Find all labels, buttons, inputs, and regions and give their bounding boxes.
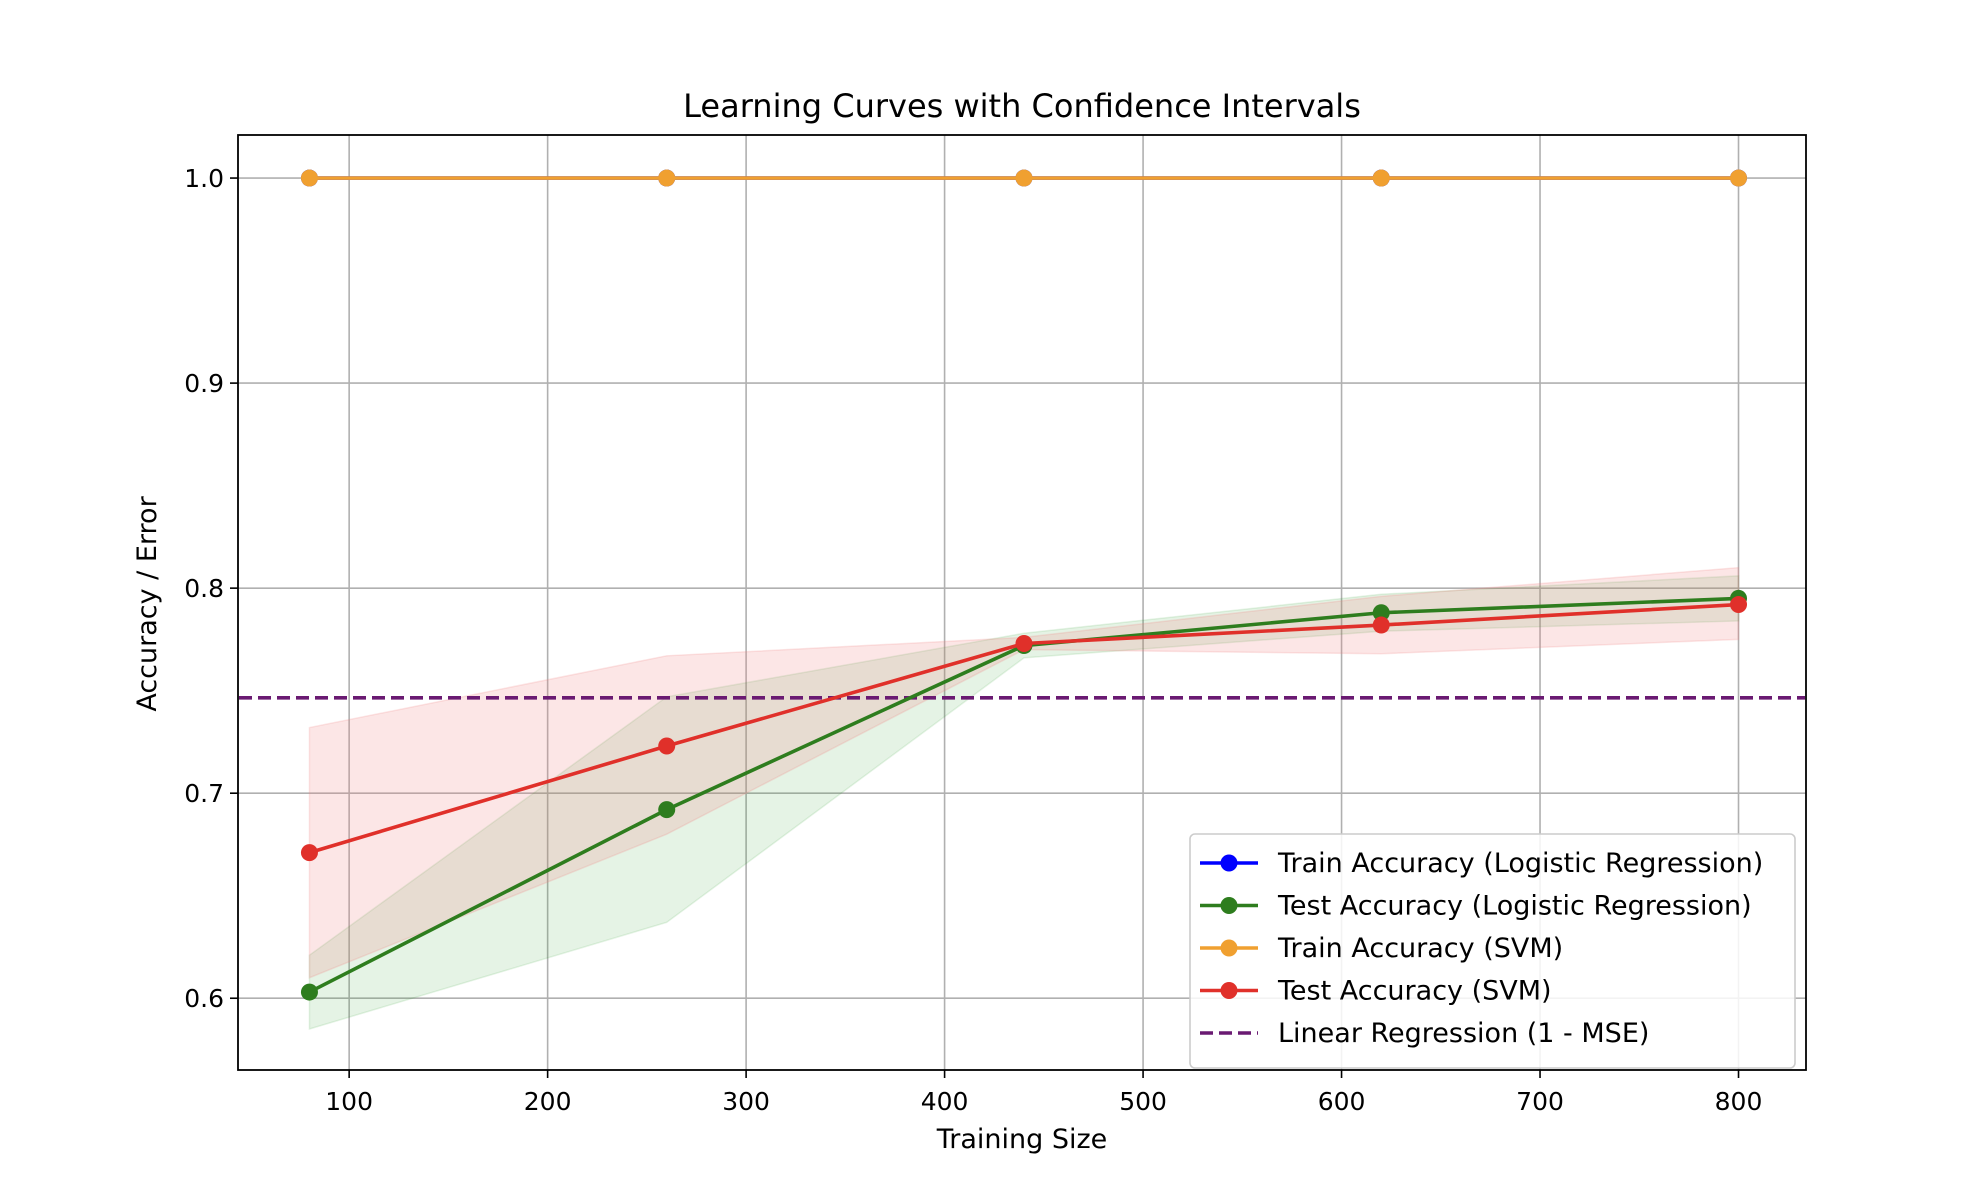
train-accuracy-logistic-regression-legend-marker [1220, 854, 1238, 872]
y-axis-label: Accuracy / Error [132, 495, 163, 711]
x-tick-label: 700 [1516, 1087, 1564, 1116]
x-axis-label: Training Size [936, 1124, 1108, 1155]
y-tick-label: 0.7 [184, 779, 224, 808]
axis-ticks: 100 200 300 400 500 600 700 800 0.6 0.7 0.8 0.9 1.0 [184, 164, 1762, 1116]
x-tick-label: 400 [921, 1087, 969, 1116]
test-accuracy-svm-point [1015, 635, 1033, 653]
test-accuracy-svm-point [1730, 596, 1748, 614]
test-accuracy-svm-band [308, 566, 1740, 979]
y-tick-label: 0.6 [184, 984, 224, 1013]
series-lines [300, 169, 1748, 1001]
y-tick-label: 0.9 [184, 369, 224, 398]
x-tick-label: 100 [325, 1087, 373, 1116]
train-accuracy-svm-point [300, 169, 318, 187]
chart-title: Learning Curves with Confidence Interval… [683, 87, 1361, 125]
test-accuracy-logistic-regression-band [308, 575, 1740, 1030]
legend-label: Train Accuracy (SVM) [1277, 933, 1563, 964]
legend: Train Accuracy (Logistic Regression) Test… [1189, 833, 1796, 1069]
test-accuracy-logistic-regression-point [658, 801, 676, 819]
y-tick-label: 1.0 [184, 164, 224, 193]
test-accuracy-logistic-regression-point [300, 983, 318, 1001]
train-accuracy-svm-point [1730, 169, 1748, 187]
test-accuracy-logistic-regression-legend-marker [1220, 897, 1238, 914]
plot-frame [237, 134, 1807, 1071]
legend-label: Train Accuracy (Logistic Regression) [1277, 848, 1763, 879]
test-accuracy-svm-point [300, 844, 318, 862]
legend-box [1189, 833, 1796, 1069]
legend-label: Test Accuracy (SVM) [1277, 976, 1552, 1007]
test-accuracy-svm-point [1372, 616, 1390, 634]
x-tick-label: 800 [1715, 1087, 1763, 1116]
train-accuracy-svm-point [658, 169, 676, 187]
x-tick-label: 300 [722, 1087, 770, 1116]
train-accuracy-svm-point [1372, 169, 1390, 187]
y-tick-label: 0.8 [184, 574, 224, 603]
legend-label: Linear Regression (1 - MSE) [1278, 1018, 1649, 1049]
x-tick-label: 500 [1119, 1087, 1167, 1116]
legend-label: Test Accuracy (Logistic Regression) [1277, 891, 1752, 922]
test-accuracy-logistic-regression-point [1372, 604, 1390, 622]
confidence-bands [308, 566, 1740, 1030]
test-accuracy-svm-point [658, 737, 676, 755]
train-accuracy-svm-point [1015, 169, 1033, 187]
train-accuracy-svm-legend-marker [1220, 939, 1238, 957]
x-tick-label: 200 [524, 1087, 572, 1116]
x-tick-label: 600 [1318, 1087, 1366, 1116]
grid-lines [238, 135, 1806, 1070]
test-accuracy-svm-legend-marker [1220, 982, 1238, 999]
